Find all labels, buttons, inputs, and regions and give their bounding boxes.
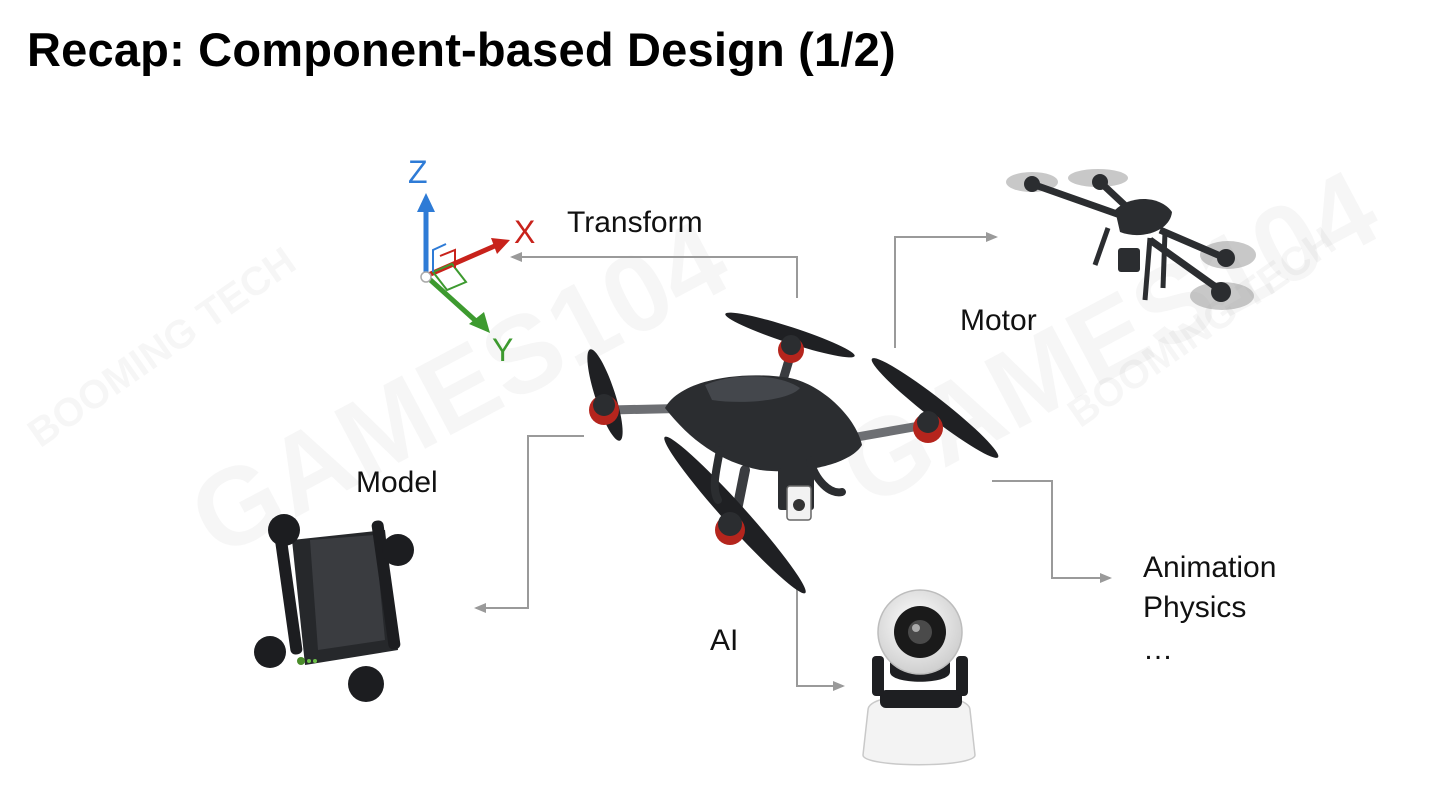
axis-y-label: Y — [492, 332, 514, 368]
label-animation: Animation — [1143, 551, 1277, 584]
connector-motor — [894, 232, 998, 348]
label-physics: Physics — [1143, 591, 1247, 624]
transform-axes-icon — [417, 193, 510, 333]
drone-main-image — [587, 312, 999, 594]
axis-x-label: X — [514, 214, 536, 250]
connector-ai — [796, 578, 845, 691]
label-model: Model — [356, 466, 438, 499]
label-ellipsis: … — [1143, 633, 1173, 666]
connector-animation — [992, 480, 1112, 583]
label-ai: AI — [710, 624, 739, 657]
label-transform: Transform — [567, 206, 703, 239]
slide-title: Recap: Component-based Design (1/2) — [27, 23, 896, 76]
axis-z-label: Z — [408, 154, 428, 190]
label-motor: Motor — [960, 304, 1037, 337]
camera-ai-image — [862, 589, 976, 766]
drone-model-image — [254, 514, 414, 702]
connector-model — [474, 435, 584, 613]
connector-transform — [510, 252, 798, 298]
drone-motor-image — [1006, 169, 1256, 310]
